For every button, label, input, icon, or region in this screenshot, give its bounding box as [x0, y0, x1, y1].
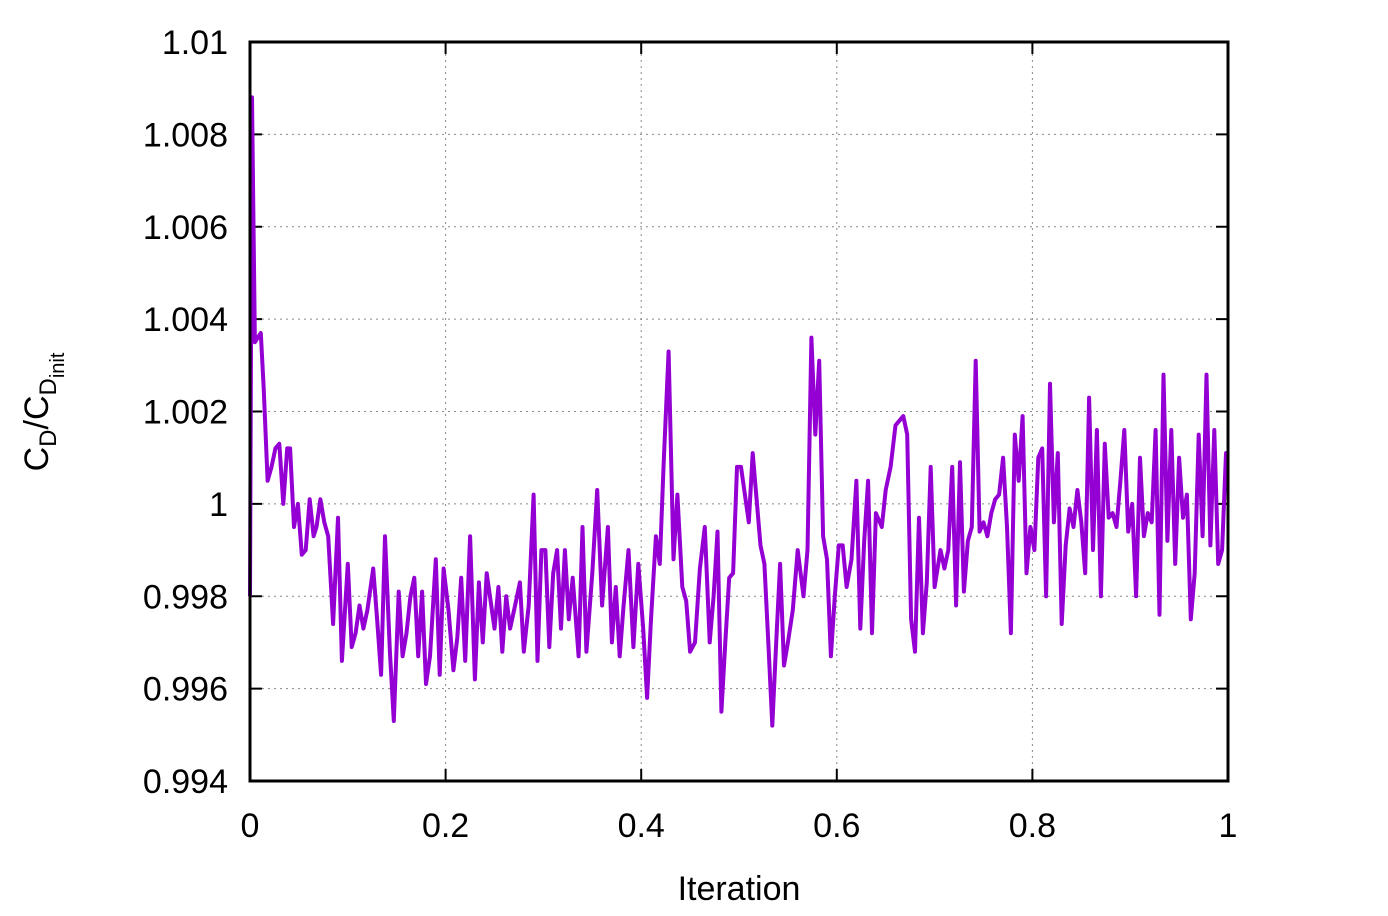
- x-axis-label: Iteration: [678, 870, 801, 908]
- x-tick-label: 0: [241, 807, 260, 845]
- y-tick-label: 1.004: [143, 301, 228, 339]
- x-tick-label: 0.6: [813, 807, 860, 845]
- y-axis-label-part: init: [47, 352, 69, 378]
- y-tick-label: 0.996: [143, 671, 228, 709]
- x-tick-label: 1: [1219, 807, 1238, 845]
- y-tick-label: 0.994: [143, 763, 228, 801]
- data-line: [248, 95, 1228, 728]
- y-axis-label-part: /C: [18, 396, 56, 430]
- y-axis-label-part: D: [35, 378, 62, 395]
- y-tick-label: 0.998: [143, 578, 228, 616]
- y-tick-label: 1.01: [162, 24, 228, 62]
- y-tick-label: 1.008: [143, 116, 228, 154]
- plot-frame: [248, 40, 1230, 783]
- x-tick-label: 0.4: [618, 807, 665, 845]
- y-tick-label: 1.006: [143, 209, 228, 247]
- y-tick-label: 1: [209, 486, 228, 524]
- y-tick-label: 1.002: [143, 394, 228, 432]
- y-axis-label-part: C: [18, 447, 56, 472]
- y-axis-label-part: D: [35, 430, 62, 447]
- x-tick-label: 0.2: [422, 807, 469, 845]
- y-axis-label: CD/CDinit: [18, 352, 69, 471]
- x-tick-label: 0.8: [1009, 807, 1056, 845]
